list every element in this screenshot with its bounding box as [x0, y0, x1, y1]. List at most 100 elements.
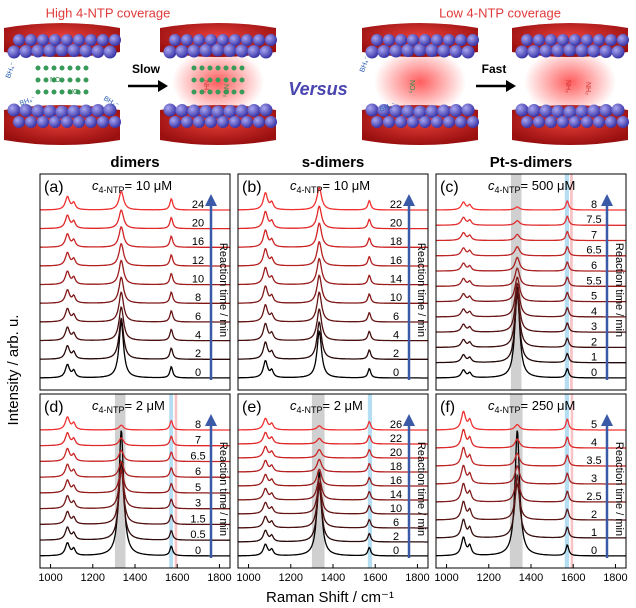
conc-subscript: 4-NTP — [495, 405, 521, 415]
series-label: 24 — [192, 199, 204, 211]
shell-atom — [540, 45, 553, 58]
time-axis-label: Reaction time / min — [613, 243, 625, 337]
shell-atom — [419, 116, 431, 128]
molecule — [216, 78, 221, 83]
shell-atom — [109, 34, 121, 46]
series-label: 6 — [393, 311, 399, 323]
spectrum — [40, 307, 230, 340]
shell-atom — [188, 105, 201, 118]
x-tick-label: 1000 — [38, 572, 62, 584]
shell-atom — [61, 34, 73, 46]
spectrum — [40, 470, 230, 509]
shell-atom — [265, 34, 277, 46]
shell-atom — [265, 116, 277, 128]
molecule — [224, 78, 229, 83]
shell-atom — [241, 116, 253, 128]
shell-atom — [253, 34, 265, 46]
shell-atom — [545, 116, 557, 128]
shell-atom — [25, 116, 37, 128]
shell-atom — [164, 46, 177, 59]
shell-atom — [61, 116, 73, 128]
molecule — [232, 78, 237, 83]
series-label: 6.5 — [190, 450, 205, 462]
series-label: 6.5 — [586, 245, 601, 257]
panel-label: (a) — [44, 179, 64, 196]
shell-atom — [455, 34, 467, 46]
series-label: 16 — [192, 236, 204, 248]
panel-label: (c) — [440, 179, 459, 196]
shell-atom — [169, 116, 181, 128]
molecule — [84, 66, 89, 71]
y-axis-label: Intensity / arb. u. — [5, 315, 22, 426]
shell-atom — [569, 116, 581, 128]
spectrum — [436, 411, 626, 430]
highlight-band — [570, 174, 573, 390]
concentration-label: c4-NTP= 250 μM — [488, 398, 575, 415]
panel: 0123455.566.577.58Reaction time / min(c)… — [436, 154, 626, 390]
shell-atom — [450, 45, 463, 58]
plot-area — [436, 394, 626, 568]
molecule — [68, 78, 73, 83]
slow-label: Slow — [132, 62, 161, 76]
molecule — [240, 90, 245, 95]
shell-atom — [588, 45, 601, 58]
molecule — [192, 90, 197, 95]
shell-atom — [80, 105, 93, 118]
shell-atom — [92, 104, 105, 117]
series-label: 12 — [192, 255, 204, 267]
shell-atom — [528, 104, 541, 117]
series-label: 26 — [390, 419, 402, 431]
concentration-label: c4-NTP= 10 μM — [92, 178, 172, 195]
shell-atom — [8, 104, 21, 117]
shell-atom — [253, 116, 265, 128]
molecule — [232, 66, 237, 71]
shell-atom — [450, 104, 463, 117]
shell-atom — [217, 34, 229, 46]
shell-atom — [8, 46, 21, 59]
shell-atom — [462, 104, 475, 117]
molecule — [44, 66, 49, 71]
shell-atom — [97, 116, 109, 128]
spectrum — [238, 309, 428, 341]
molecule — [76, 66, 81, 71]
shell-atom — [176, 45, 189, 58]
shell-atom — [37, 116, 49, 128]
series-label: 7.5 — [586, 214, 601, 226]
shell-atom — [176, 104, 189, 117]
molecule — [76, 78, 81, 83]
panel-label: (f) — [440, 399, 455, 416]
conc-value: = 250 μM — [521, 398, 576, 413]
column-title: s-dimers — [302, 154, 365, 171]
molecule — [232, 90, 237, 95]
series-label: 2 — [591, 509, 597, 521]
series-label: 10 — [390, 292, 402, 304]
series-label: 5.5 — [586, 275, 601, 287]
molecule — [224, 66, 229, 71]
series-label: 2 — [591, 336, 597, 348]
figure: BH₄⁻BH₄⁻BH₄⁻NO₂NO₂NH₂NO₂BH₄⁻BH₄⁻NO₂NH₂NH… — [0, 0, 636, 608]
shell-atom — [431, 34, 443, 46]
conc-value: = 500 μM — [521, 178, 576, 193]
shell-atom — [383, 34, 395, 46]
series-label: 2 — [393, 531, 399, 543]
molecule — [192, 78, 197, 83]
conc-subscript: 4-NTP — [99, 405, 125, 415]
spectrum — [436, 294, 626, 347]
shell-atom — [431, 116, 443, 128]
shell-atom — [371, 34, 383, 46]
series-label: 0.5 — [190, 529, 205, 541]
molecule — [36, 90, 41, 95]
spectrum — [40, 462, 230, 478]
shell-atom — [366, 46, 379, 59]
series-label: 8 — [195, 419, 201, 431]
x-tick-label: 1600 — [363, 572, 387, 584]
high-coverage-title: High 4-NTP coverage — [46, 5, 171, 20]
molecule — [44, 78, 49, 83]
molecule — [216, 90, 221, 95]
concentration-label: c4-NTP= 10 μM — [290, 178, 370, 195]
x-tick-label: 1400 — [519, 572, 543, 584]
shell-atom — [236, 45, 249, 58]
series-label: 1.5 — [190, 513, 205, 525]
x-tick-label: 1000 — [236, 572, 260, 584]
time-arrowhead — [205, 194, 217, 206]
